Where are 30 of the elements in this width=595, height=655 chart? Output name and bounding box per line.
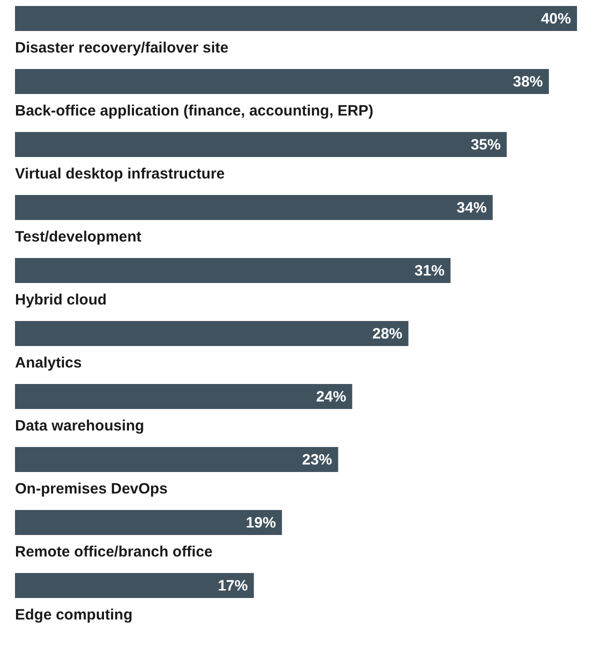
y-tick-label: Disaster recovery/failover site bbox=[15, 40, 228, 56]
bar bbox=[15, 69, 549, 94]
bar bbox=[15, 384, 352, 409]
bar bbox=[15, 195, 493, 220]
y-tick-label: Test/development bbox=[15, 228, 142, 246]
data-label: 19% bbox=[246, 514, 276, 532]
data-label: 40% bbox=[540, 10, 571, 28]
data-label: 24% bbox=[316, 388, 346, 406]
data-label: 23% bbox=[302, 452, 332, 468]
y-tick-label: Data warehousing bbox=[15, 418, 144, 434]
y-tick-label: On-premises DevOps bbox=[15, 480, 168, 498]
bar bbox=[15, 6, 577, 31]
bar bbox=[15, 132, 507, 157]
y-tick-label: Hybrid cloud bbox=[15, 292, 107, 308]
y-tick-label: Back-office application (finance, accounting, ERP) bbox=[15, 102, 374, 120]
y-tick-label: Analytics bbox=[15, 354, 82, 372]
data-label: 31% bbox=[414, 262, 445, 280]
bar bbox=[15, 258, 451, 283]
data-label: 17% bbox=[218, 578, 248, 594]
y-tick-label: Virtual desktop infrastructure bbox=[15, 166, 225, 182]
bar bbox=[15, 321, 408, 346]
data-label: 38% bbox=[512, 74, 543, 90]
bar bbox=[15, 573, 254, 598]
data-label: 34% bbox=[456, 200, 487, 216]
bar bbox=[15, 447, 338, 472]
y-tick-label: Remote office/branch office bbox=[15, 544, 213, 560]
data-label: 35% bbox=[470, 136, 501, 154]
y-tick-label: Edge computing bbox=[15, 606, 132, 624]
data-label: 28% bbox=[372, 326, 402, 342]
bar bbox=[15, 510, 282, 535]
